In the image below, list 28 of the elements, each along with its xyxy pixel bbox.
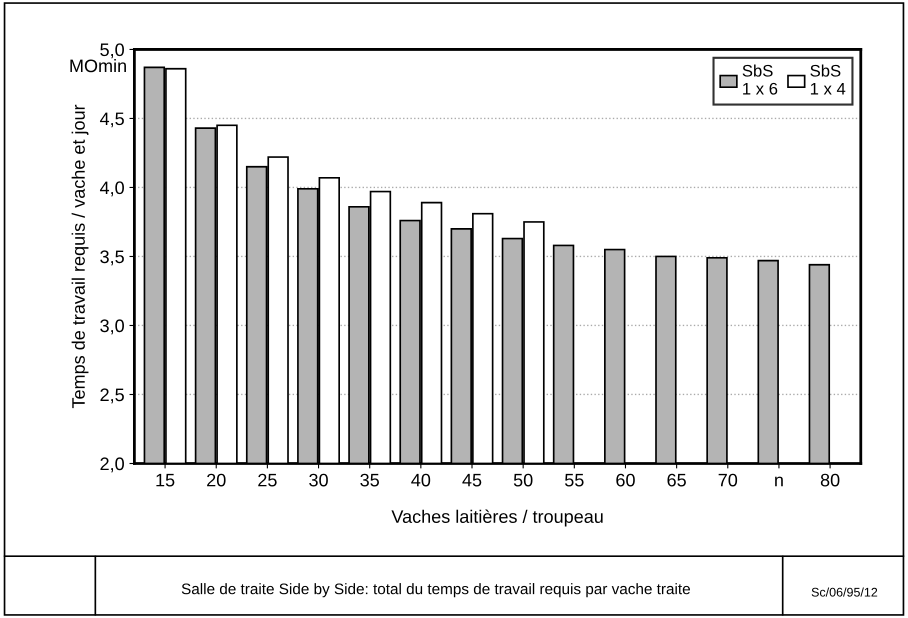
legend-label: SbS 1 x 4 <box>810 64 846 94</box>
x-tick-label: 35 <box>360 474 379 486</box>
x-tick-label: 60 <box>616 474 635 486</box>
x-tick-label: 30 <box>309 474 328 486</box>
y-tick-label: 5,0 <box>100 43 124 58</box>
x-tick-label: 80 <box>820 474 840 486</box>
x-axis-title: Vaches laitières / troupeau <box>391 510 603 527</box>
x-tick-label: 70 <box>718 474 738 486</box>
x-tick-label: 45 <box>462 474 482 486</box>
text: Salle de traite Side by Side: total du temps de travail requis par vache traite <box>182 583 690 598</box>
x-tick-label: 50 <box>514 474 532 486</box>
text: MOmin <box>70 58 126 72</box>
x-tick-label: 25 <box>258 474 277 486</box>
y-tick-label: 3,5 <box>100 250 124 266</box>
x-tick-label: 65 <box>668 474 686 486</box>
y-tick-label: 2,5 <box>100 388 124 404</box>
x-tick-label: 55 <box>565 474 584 486</box>
x-tick-label: 40 <box>411 474 430 486</box>
y-axis-title: Temps de travail requis / vache et jour <box>72 104 88 408</box>
y-tick-label: 4,5 <box>100 112 124 128</box>
x-tick-label: n <box>775 476 783 486</box>
y-tick-label: 3,0 <box>100 319 124 334</box>
y-tick-label: 2,0 <box>100 457 124 472</box>
x-tick-label: 15 <box>156 474 174 486</box>
y-tick-label: 4,0 <box>100 181 124 196</box>
text: Sc/06/95/12 <box>812 587 878 597</box>
legend-label: SbS 1 x 6 <box>742 64 778 95</box>
x-tick-label: 20 <box>207 474 226 486</box>
